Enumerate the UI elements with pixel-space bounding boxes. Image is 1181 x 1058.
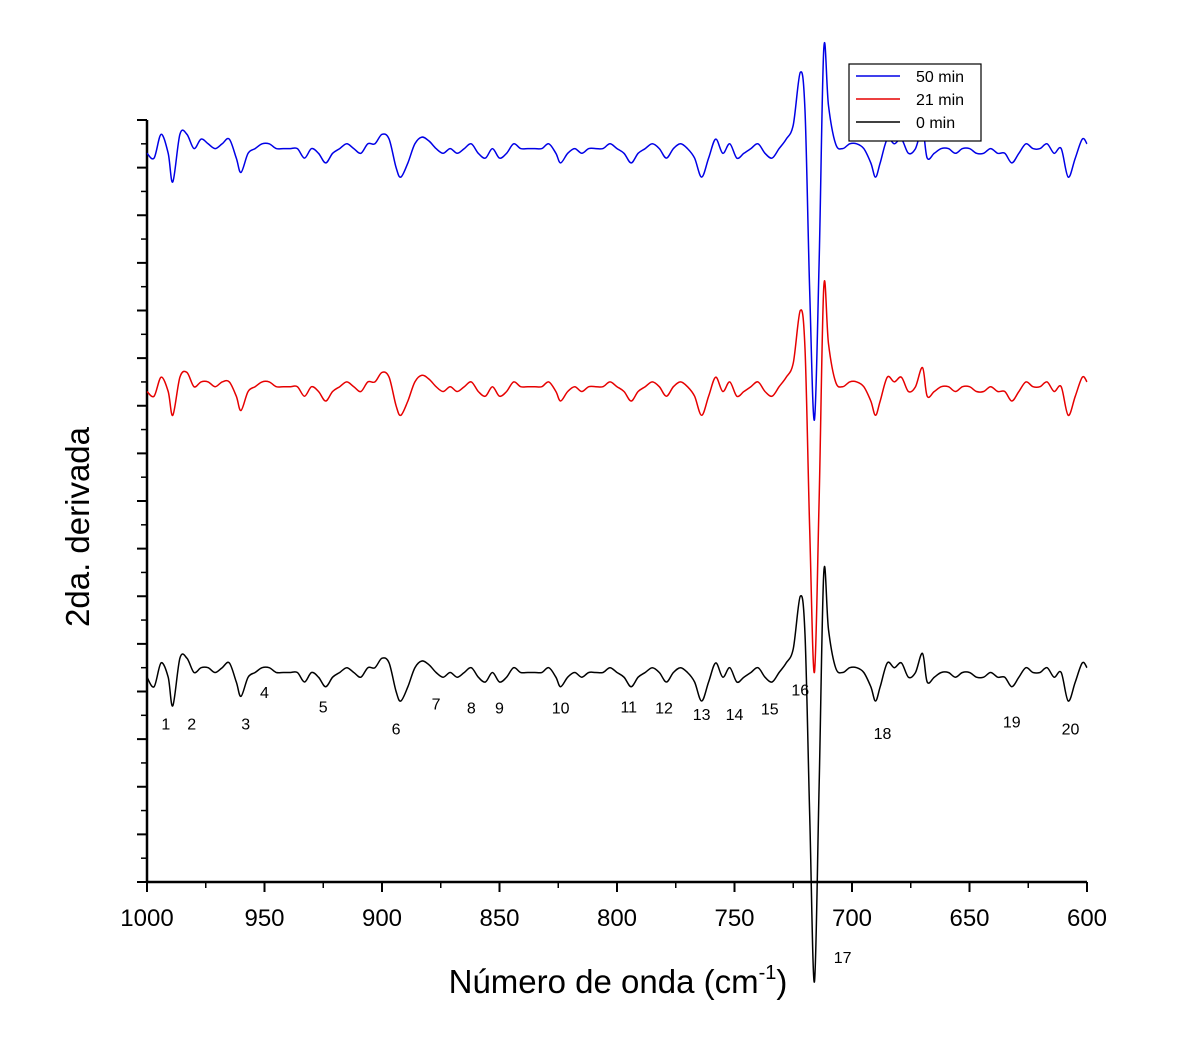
peak-label: 4: [260, 685, 269, 702]
x-tick-label: 650: [949, 905, 989, 932]
x-tick-label: 1000: [120, 905, 173, 932]
x-axis-title: Número de onda (cm-1): [449, 962, 788, 1000]
peak-label: 13: [693, 707, 711, 724]
peak-label: 20: [1062, 721, 1080, 738]
x-axis-title-superscript: -1: [759, 962, 777, 984]
peak-label: 16: [791, 682, 809, 699]
peak-label: 8: [467, 700, 476, 717]
peak-label: 2: [187, 717, 196, 734]
x-axis-title-main: Número de onda (cm: [449, 963, 759, 1000]
legend-label: 50 min: [916, 69, 964, 86]
peak-label: 5: [319, 699, 328, 716]
peak-label: 12: [655, 700, 673, 717]
peak-label: 17: [834, 950, 852, 967]
x-tick-label: 600: [1067, 905, 1107, 932]
peak-label: 15: [761, 701, 779, 718]
x-tick-label: 700: [832, 905, 872, 932]
peak-label: 19: [1003, 715, 1021, 732]
legend-label: 0 min: [916, 115, 955, 132]
x-tick-label: 850: [479, 905, 519, 932]
series-line-50-min: [146, 41, 1088, 421]
x-axis-title-end: ): [776, 963, 787, 1000]
legend-label: 21 min: [916, 92, 964, 109]
legend-box: [848, 63, 982, 142]
legend: 50 min 21 min 0 min: [848, 63, 982, 142]
series-line-21-min: [146, 280, 1088, 674]
peak-label: 6: [392, 721, 401, 738]
peak-label: 9: [495, 700, 504, 717]
x-tick-label: 950: [244, 905, 284, 932]
peak-label: 14: [726, 707, 744, 724]
peak-label: 11: [620, 699, 637, 716]
x-tick-label: 900: [362, 905, 402, 932]
peak-label: 3: [241, 717, 250, 734]
peak-label: 7: [432, 697, 441, 714]
x-tick-label: 800: [597, 905, 637, 932]
peak-label: 18: [874, 726, 892, 743]
series-layer: [146, 41, 1088, 983]
peak-label: 1: [161, 717, 170, 734]
series-line-0-min: [146, 565, 1088, 983]
peak-label: 10: [552, 700, 570, 717]
x-tick-label: 750: [714, 905, 754, 932]
y-axis-title: 2da. derivada: [59, 426, 96, 627]
axes: 1000 950 900 850 800 750 700 650 600: [120, 119, 1107, 932]
